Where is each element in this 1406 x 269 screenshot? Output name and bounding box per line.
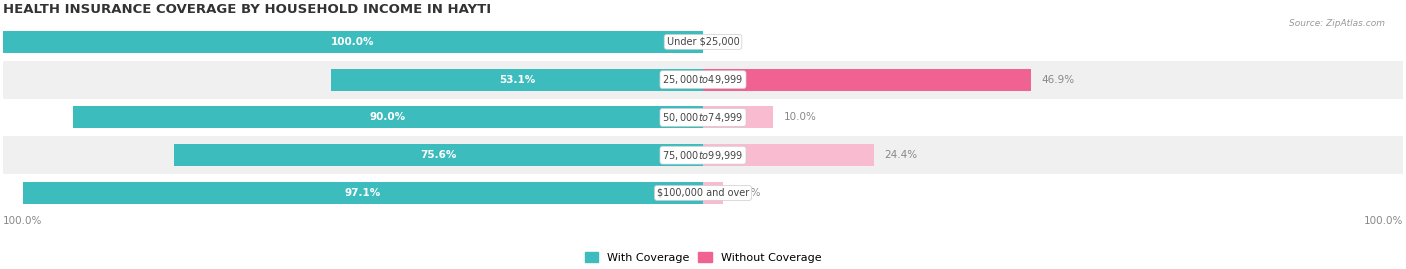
Text: 0.0%: 0.0% [713, 37, 740, 47]
Text: 100.0%: 100.0% [3, 216, 42, 226]
Text: 2.9%: 2.9% [734, 188, 761, 198]
Text: $25,000 to $49,999: $25,000 to $49,999 [662, 73, 744, 86]
Text: HEALTH INSURANCE COVERAGE BY HOUSEHOLD INCOME IN HAYTI: HEALTH INSURANCE COVERAGE BY HOUSEHOLD I… [3, 3, 491, 16]
Bar [22, 182, 703, 204]
Bar [3, 174, 1403, 212]
Text: 100.0%: 100.0% [332, 37, 374, 47]
Bar [703, 107, 773, 128]
Bar [3, 23, 1403, 61]
Bar [703, 69, 1032, 91]
Text: $50,000 to $74,999: $50,000 to $74,999 [662, 111, 744, 124]
Text: 46.9%: 46.9% [1042, 75, 1076, 85]
Text: $100,000 and over: $100,000 and over [657, 188, 749, 198]
Text: 100.0%: 100.0% [1364, 216, 1403, 226]
Bar [332, 69, 703, 91]
Bar [703, 182, 723, 204]
Text: 53.1%: 53.1% [499, 75, 536, 85]
Bar [3, 136, 1403, 174]
Bar [3, 31, 703, 53]
Text: 10.0%: 10.0% [783, 112, 817, 122]
Text: $75,000 to $99,999: $75,000 to $99,999 [662, 149, 744, 162]
Text: Source: ZipAtlas.com: Source: ZipAtlas.com [1289, 19, 1385, 28]
Text: Under $25,000: Under $25,000 [666, 37, 740, 47]
Legend: With Coverage, Without Coverage: With Coverage, Without Coverage [581, 248, 825, 267]
Text: 24.4%: 24.4% [884, 150, 918, 160]
Bar [703, 144, 875, 166]
Bar [3, 98, 1403, 136]
Bar [73, 107, 703, 128]
Text: 90.0%: 90.0% [370, 112, 406, 122]
Bar [173, 144, 703, 166]
Text: 75.6%: 75.6% [420, 150, 457, 160]
Text: 97.1%: 97.1% [344, 188, 381, 198]
Bar [3, 61, 1403, 98]
